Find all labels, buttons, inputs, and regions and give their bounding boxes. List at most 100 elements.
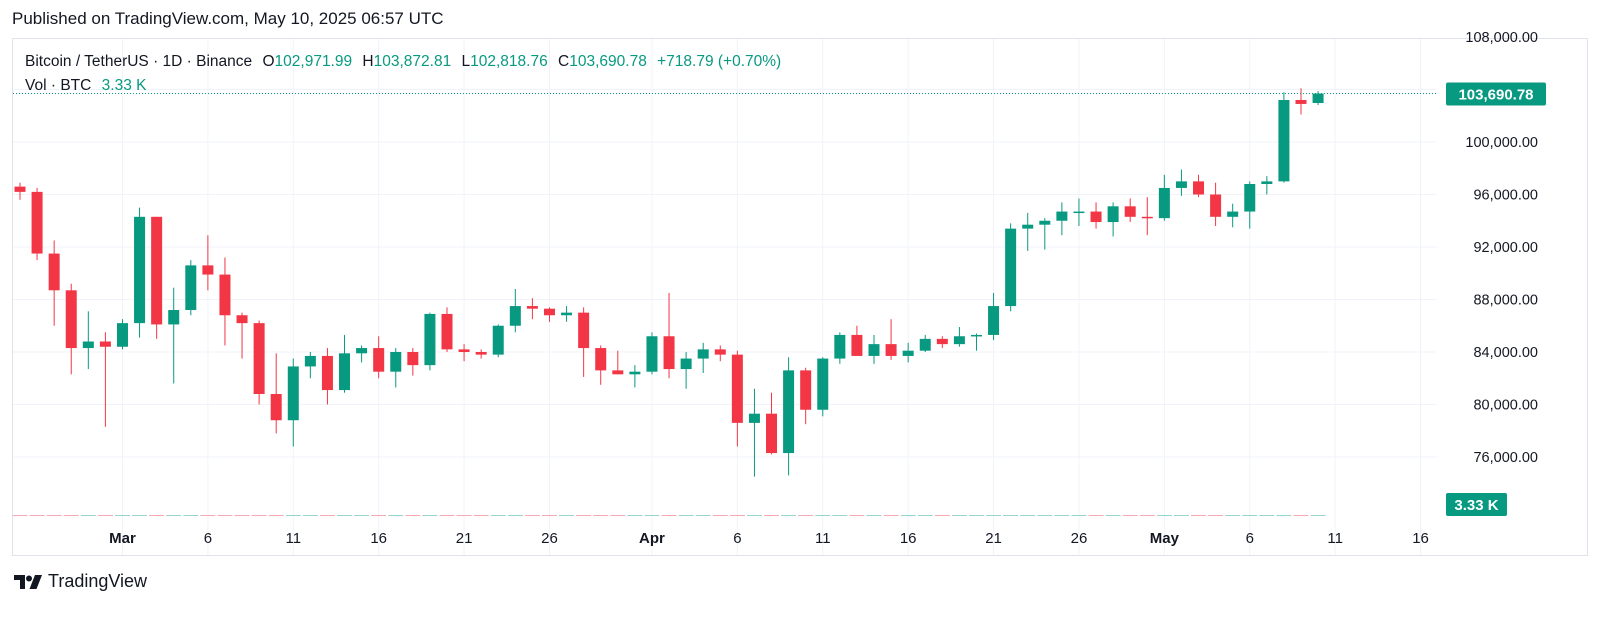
- volume-bar[interactable]: [149, 515, 165, 516]
- candle-body[interactable]: [970, 334, 982, 337]
- volume-bar[interactable]: [183, 515, 199, 516]
- volume-bar[interactable]: [849, 515, 865, 516]
- volume-bar[interactable]: [251, 515, 267, 516]
- volume-bar[interactable]: [337, 515, 353, 516]
- volume-bar[interactable]: [132, 515, 148, 516]
- candle-body[interactable]: [646, 336, 658, 372]
- volume-bar[interactable]: [388, 515, 404, 516]
- volume-bar[interactable]: [951, 515, 967, 516]
- volume-bar[interactable]: [507, 515, 523, 516]
- candle-body[interactable]: [219, 274, 231, 316]
- volume-bar[interactable]: [63, 515, 79, 516]
- volume-bar[interactable]: [1122, 515, 1138, 516]
- volume-bar[interactable]: [1088, 515, 1104, 516]
- candle-body[interactable]: [953, 336, 965, 345]
- candle-body[interactable]: [1158, 187, 1170, 219]
- candle-body[interactable]: [714, 349, 726, 355]
- volume-bar[interactable]: [832, 515, 848, 516]
- candle-body[interactable]: [373, 348, 385, 372]
- volume-bar[interactable]: [815, 515, 831, 516]
- candle-body[interactable]: [663, 336, 675, 370]
- candle-body[interactable]: [356, 348, 368, 354]
- volume-bar[interactable]: [610, 515, 626, 516]
- candle-body[interactable]: [919, 338, 931, 351]
- volume-bar[interactable]: [405, 515, 421, 516]
- candle-body[interactable]: [1244, 184, 1256, 212]
- volume-bar[interactable]: [712, 515, 728, 516]
- volume-bar[interactable]: [1208, 515, 1224, 516]
- candle-body[interactable]: [168, 310, 180, 325]
- volume-bar[interactable]: [1037, 515, 1053, 516]
- candle-body[interactable]: [475, 352, 487, 355]
- volume-bar[interactable]: [866, 515, 882, 516]
- volume-bar[interactable]: [917, 515, 933, 516]
- volume-bar[interactable]: [1071, 515, 1087, 516]
- candle-body[interactable]: [851, 334, 863, 356]
- candle-body[interactable]: [612, 370, 624, 375]
- volume-bar[interactable]: [1054, 515, 1070, 516]
- candle-body[interactable]: [509, 306, 521, 326]
- volume-bar[interactable]: [217, 515, 233, 516]
- volume-bar[interactable]: [456, 515, 472, 516]
- candle-body[interactable]: [321, 355, 333, 391]
- volume-bar[interactable]: [490, 515, 506, 516]
- candle-body[interactable]: [543, 308, 555, 316]
- candle-body[interactable]: [1124, 206, 1136, 217]
- volume-bar[interactable]: [166, 515, 182, 516]
- candle-body[interactable]: [1278, 100, 1290, 182]
- candle-body[interactable]: [1193, 181, 1205, 195]
- volume-bar[interactable]: [1242, 515, 1258, 516]
- volume-bar[interactable]: [1276, 515, 1292, 516]
- candle-body[interactable]: [766, 413, 778, 454]
- volume-bar[interactable]: [473, 515, 489, 516]
- candle-body[interactable]: [731, 354, 743, 423]
- candle-body[interactable]: [390, 352, 402, 372]
- candle-body[interactable]: [253, 323, 265, 394]
- volume-bar[interactable]: [1225, 515, 1241, 516]
- volume-bar[interactable]: [268, 515, 284, 516]
- candle-body[interactable]: [134, 216, 146, 324]
- candle-body[interactable]: [1141, 216, 1153, 219]
- candle-body[interactable]: [1022, 224, 1034, 229]
- candle-body[interactable]: [99, 341, 111, 347]
- volume-bar[interactable]: [319, 515, 335, 516]
- candle-body[interactable]: [1005, 228, 1017, 307]
- volume-bar[interactable]: [883, 515, 899, 516]
- candle-body[interactable]: [936, 338, 948, 345]
- volume-bar[interactable]: [798, 515, 814, 516]
- candle-body[interactable]: [578, 312, 590, 349]
- candle-body[interactable]: [800, 370, 812, 410]
- candle-body[interactable]: [885, 344, 897, 356]
- symbol-title[interactable]: Bitcoin / TetherUS · 1D · Binance: [25, 53, 253, 70]
- candle-body[interactable]: [65, 290, 77, 349]
- candle-body[interactable]: [116, 323, 128, 347]
- candle-body[interactable]: [817, 358, 829, 410]
- candle-body[interactable]: [988, 306, 1000, 335]
- volume-bar[interactable]: [422, 515, 438, 516]
- volume-bar[interactable]: [746, 515, 762, 516]
- volume-bar[interactable]: [781, 515, 797, 516]
- volume-bar[interactable]: [1105, 515, 1121, 516]
- volume-bar[interactable]: [97, 515, 113, 516]
- candle-body[interactable]: [458, 349, 470, 352]
- volume-bar[interactable]: [354, 515, 370, 516]
- candle-body[interactable]: [1039, 220, 1051, 225]
- candle-body[interactable]: [82, 341, 94, 349]
- candle-body[interactable]: [783, 370, 795, 454]
- volume-bar[interactable]: [729, 515, 745, 516]
- candle-body[interactable]: [1227, 211, 1239, 217]
- candle-body[interactable]: [561, 312, 573, 316]
- candle-body[interactable]: [304, 355, 316, 367]
- candle-body[interactable]: [339, 353, 351, 391]
- volume-bar[interactable]: [29, 515, 45, 516]
- candle-body[interactable]: [1107, 206, 1119, 223]
- candle-body[interactable]: [441, 313, 453, 350]
- volume-bar[interactable]: [439, 515, 455, 516]
- candle-body[interactable]: [1210, 194, 1222, 217]
- chart-frame[interactable]: [12, 38, 1588, 556]
- candle-body[interactable]: [424, 313, 436, 366]
- volume-bar[interactable]: [541, 515, 557, 516]
- volume-bar[interactable]: [371, 515, 387, 516]
- volume-bar[interactable]: [678, 515, 694, 516]
- volume-bar[interactable]: [200, 515, 216, 516]
